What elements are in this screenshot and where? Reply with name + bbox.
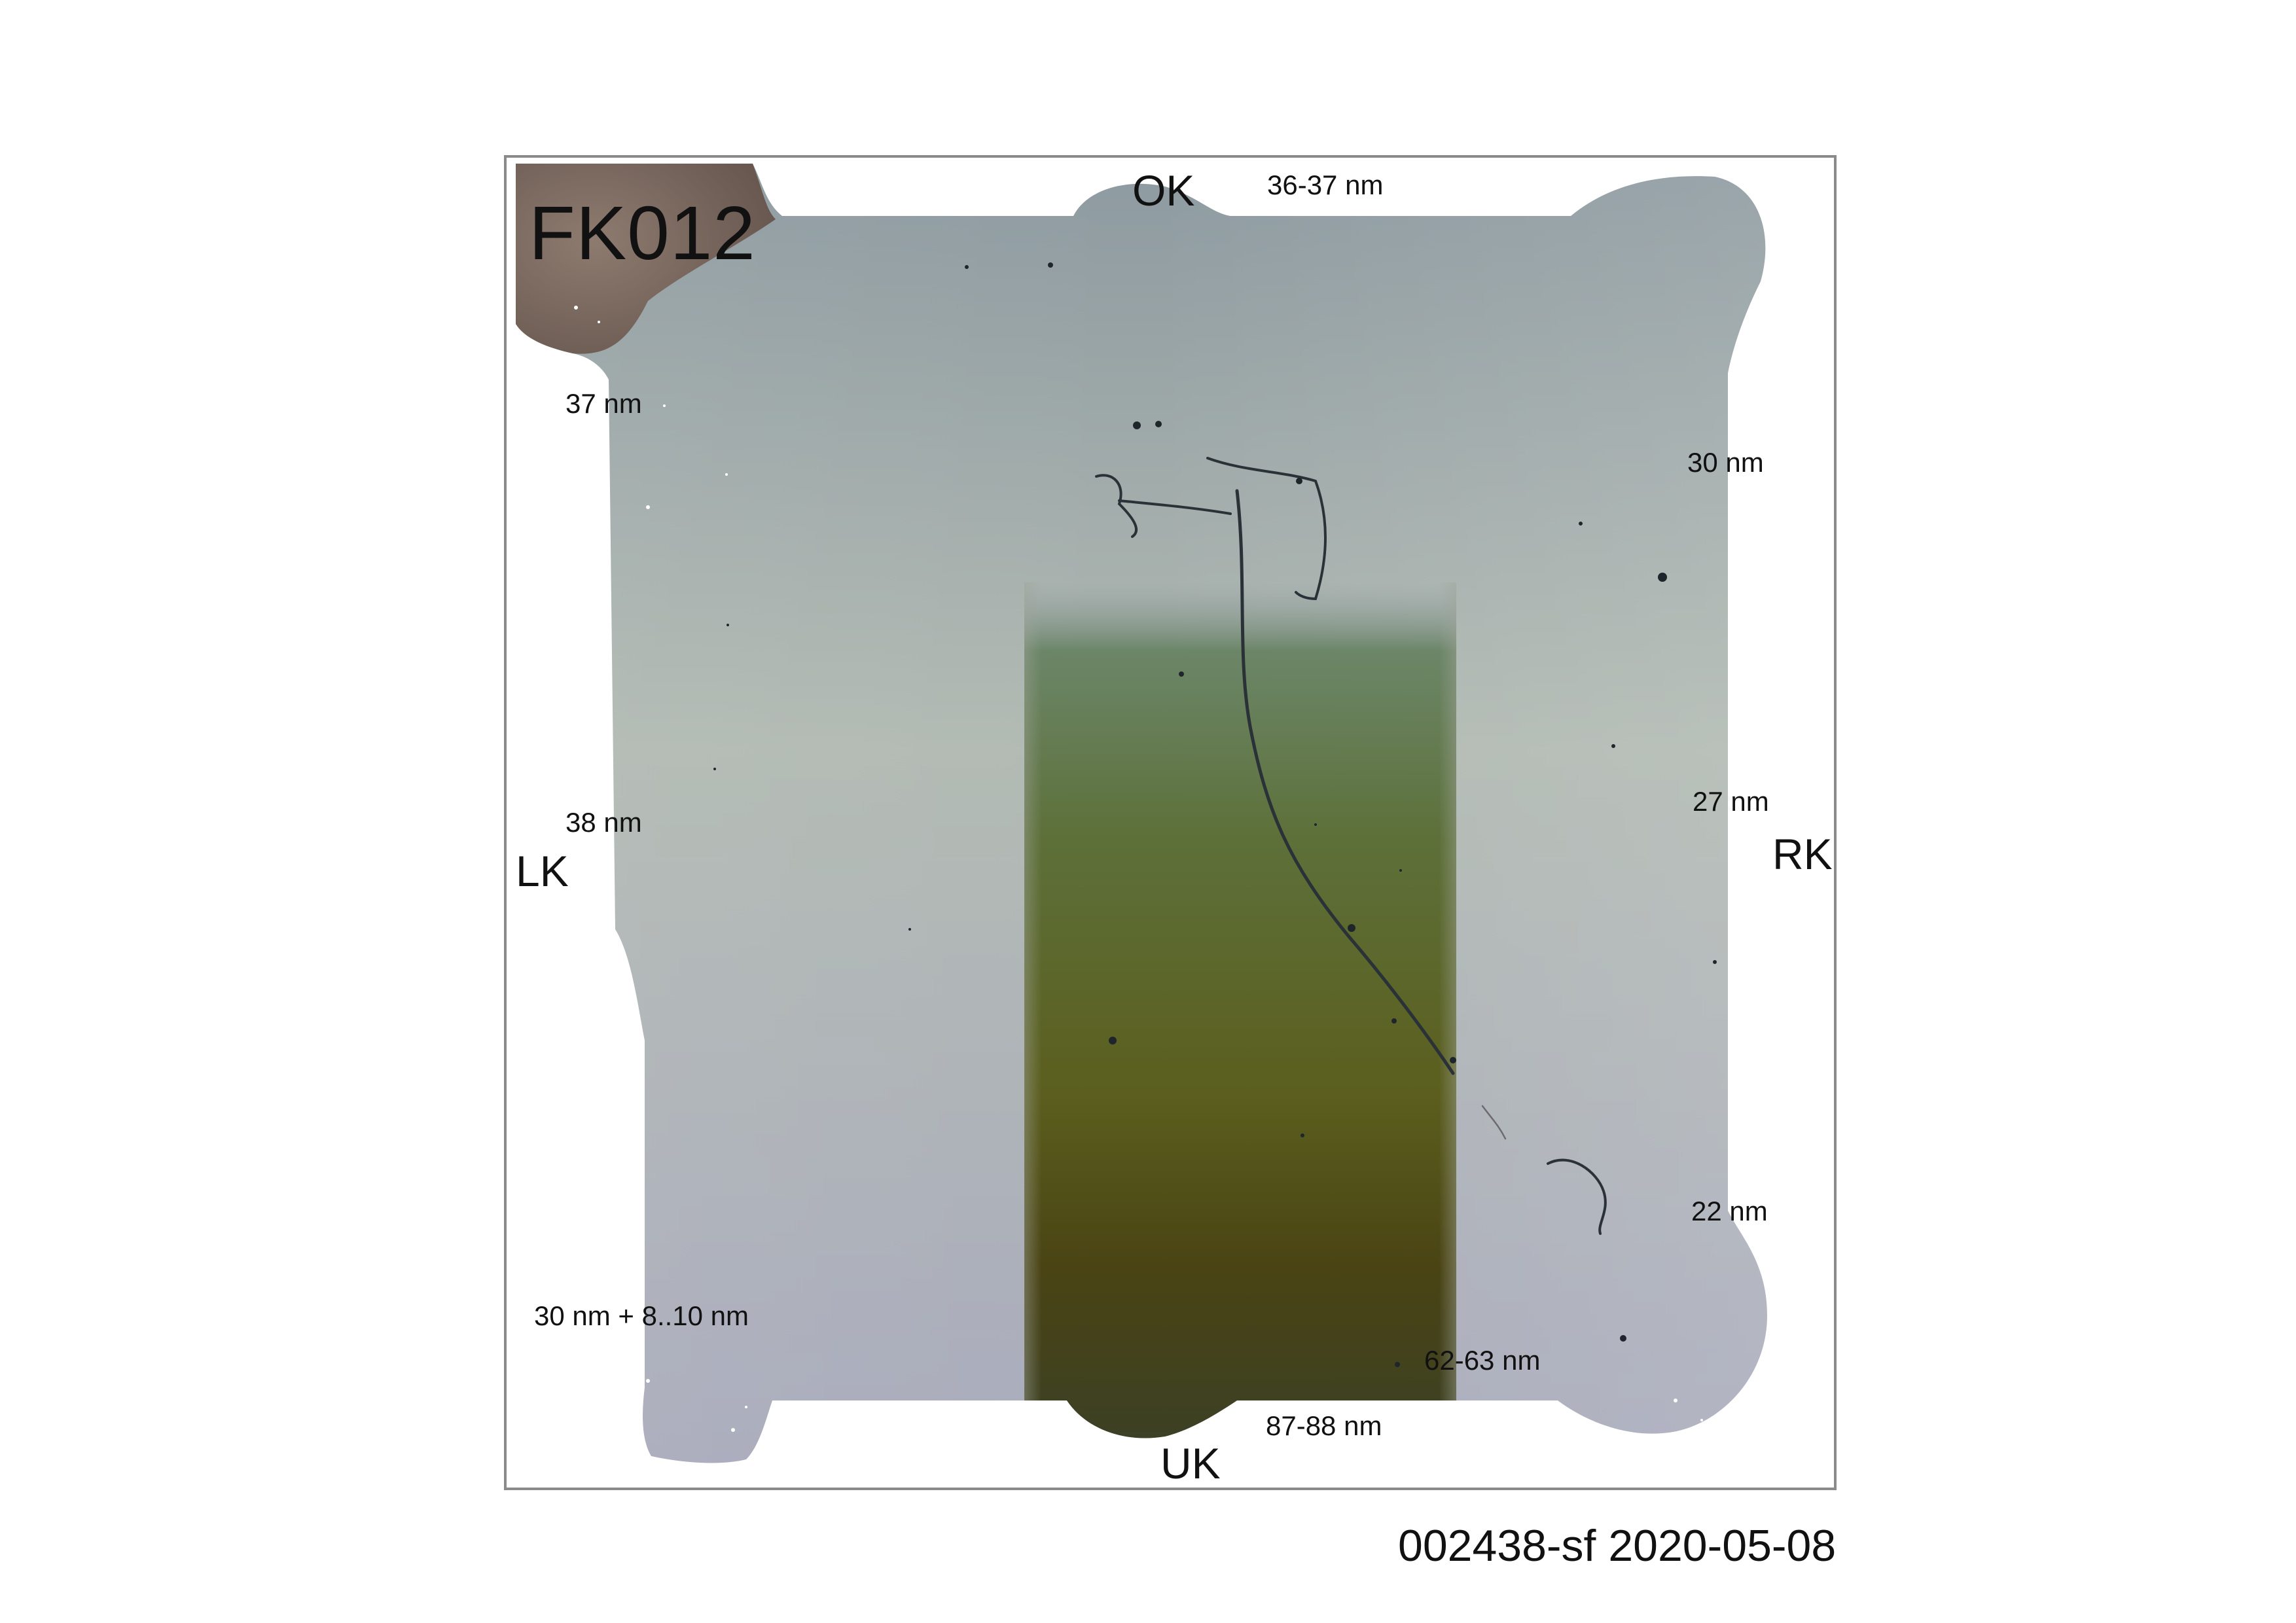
- edge-label-top: OK: [1132, 166, 1195, 215]
- edge-label-left: LK: [516, 847, 569, 895]
- thickness-label-left-lower: 30 nm + 8..10 nm: [534, 1300, 749, 1331]
- sample-id-label: FK012: [529, 190, 756, 276]
- debris-fibers: [1095, 457, 1607, 1235]
- thickness-label-left-middle: 38 nm: [565, 807, 642, 838]
- thicker-film-band: [1024, 582, 1456, 1438]
- thickness-label-right-lower: 22 nm: [1691, 1196, 1768, 1226]
- thickness-label-right-upper: 30 nm: [1687, 447, 1764, 478]
- edge-label-bottom: UK: [1160, 1439, 1221, 1488]
- thickness-label-bottom: 87-88 nm: [1266, 1410, 1382, 1441]
- thickness-label-left-upper: 37 nm: [565, 388, 642, 419]
- image-frame: [504, 155, 1837, 1490]
- edge-label-right: RK: [1772, 830, 1833, 878]
- thickness-label-right-middle: 27 nm: [1693, 786, 1769, 817]
- thickness-label-top-right: 36-37 nm: [1267, 169, 1384, 200]
- bright-specks: [574, 306, 1703, 1432]
- dust-specks: [713, 262, 1717, 1367]
- thickness-label-center-bottom: 62-63 nm: [1424, 1345, 1541, 1376]
- corner-fragment: [516, 164, 776, 354]
- sample-footer-label: 002438-sf 2020-05-08: [1398, 1521, 1837, 1571]
